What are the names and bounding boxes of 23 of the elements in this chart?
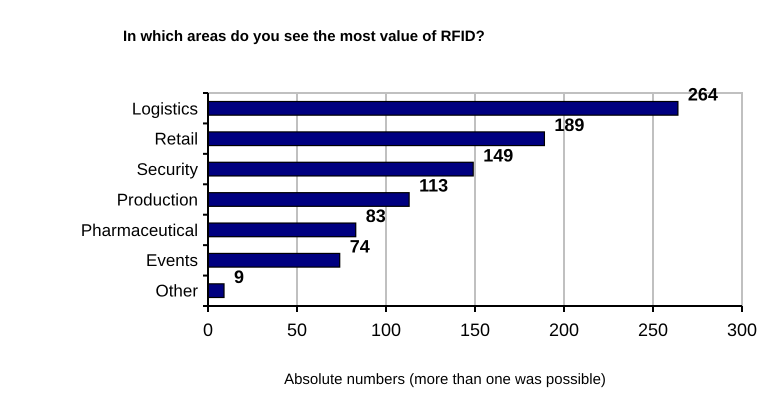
- data-label: 83: [366, 206, 386, 226]
- y-tick-label: Logistics: [132, 99, 198, 118]
- x-axis-title: Absolute numbers (more than one was possible): [284, 371, 606, 388]
- data-label: 113: [419, 176, 448, 196]
- x-tick-label: 150: [460, 320, 490, 340]
- x-tick-label: 0: [202, 320, 214, 340]
- y-tick-label: Pharmaceutical: [80, 220, 198, 240]
- y-tick-label: Events: [146, 251, 198, 270]
- y-tick-label: Retail: [154, 130, 198, 149]
- data-label: 264: [688, 84, 718, 105]
- chart-title: In which areas do you see the most value of RFID?: [123, 28, 485, 45]
- x-tick-label: 50: [286, 320, 308, 340]
- x-tick-label: 300: [726, 320, 758, 340]
- x-tick-label: 100: [370, 320, 402, 340]
- y-tick-label: Production: [116, 190, 198, 210]
- data-label: 149: [483, 145, 514, 166]
- data-label: 74: [350, 236, 370, 256]
- y-tick-label: Security: [136, 160, 198, 180]
- y-tick-label: Other: [155, 282, 198, 301]
- x-tick-label: 250: [638, 320, 668, 340]
- data-label: 189: [554, 114, 584, 135]
- x-tick-label: 200: [548, 320, 580, 340]
- data-label: 9: [234, 266, 244, 287]
